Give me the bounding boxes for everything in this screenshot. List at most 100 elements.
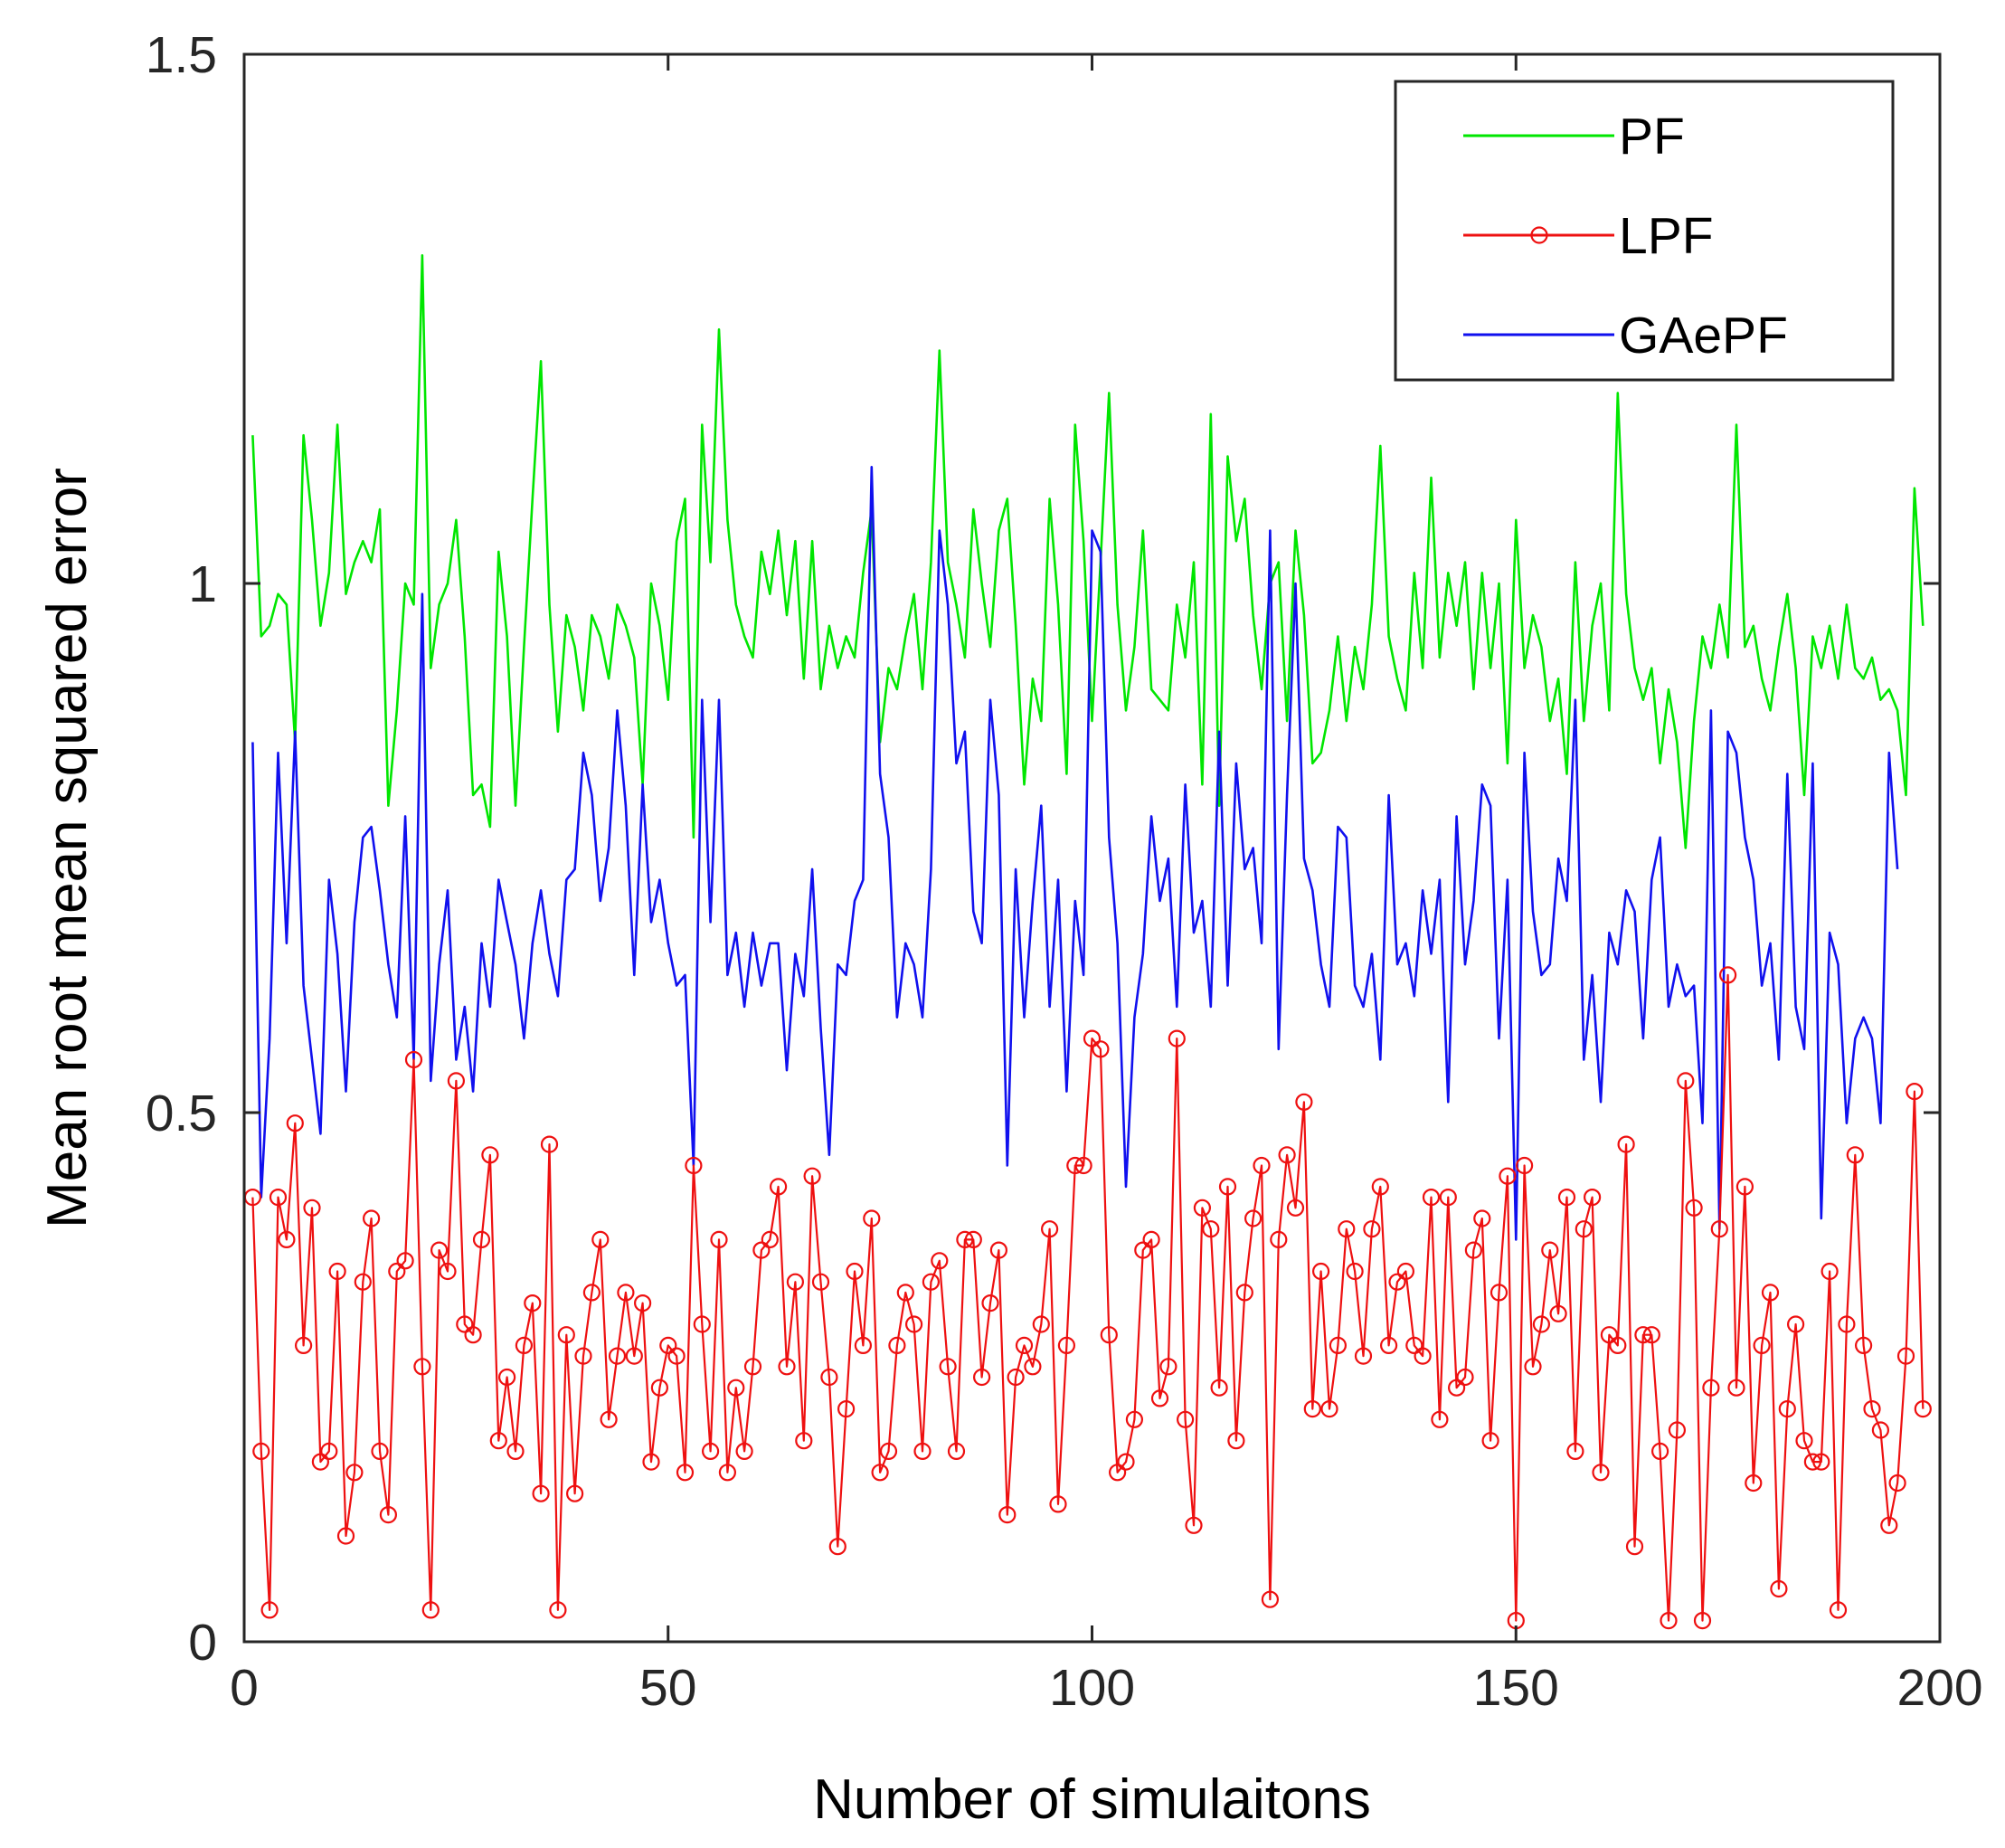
data-point-lpf <box>956 1230 974 1249</box>
data-point-lpf <box>269 1188 288 1207</box>
data-point-lpf <box>600 1410 618 1428</box>
data-point-lpf <box>1693 1611 1712 1630</box>
data-point-lpf <box>557 1326 575 1344</box>
data-point-lpf <box>1134 1241 1152 1259</box>
data-point-lpf <box>1117 1453 1135 1471</box>
data-point-lpf <box>811 1273 830 1291</box>
data-point-lpf <box>1770 1579 1788 1598</box>
data-point-lpf <box>1405 1336 1423 1355</box>
data-point-lpf <box>1532 1315 1551 1333</box>
data-point-lpf <box>1422 1188 1441 1207</box>
data-point-lpf <box>396 1252 414 1270</box>
data-point-lpf <box>1753 1336 1771 1355</box>
y-axis-label: Mean root mean squared error <box>36 468 99 1228</box>
data-point-lpf <box>1320 1399 1338 1418</box>
data-point-lpf <box>667 1347 686 1365</box>
data-point-lpf <box>1049 1495 1067 1513</box>
data-point-lpf <box>1524 1358 1542 1376</box>
data-point-lpf <box>1295 1093 1313 1111</box>
data-point-lpf <box>617 1284 635 1302</box>
data-point-lpf <box>1557 1188 1576 1207</box>
data-point-lpf <box>1066 1156 1084 1175</box>
data-point-lpf <box>1227 1432 1245 1450</box>
data-point-lpf <box>1142 1230 1160 1249</box>
data-point-lpf <box>524 1294 542 1313</box>
data-point-lpf <box>1846 1146 1864 1164</box>
data-point-lpf <box>413 1358 431 1376</box>
data-point-lpf <box>1710 1220 1728 1238</box>
data-point-lpf <box>1396 1262 1415 1281</box>
data-point-lpf <box>743 1358 762 1376</box>
x-tick-label: 0 <box>230 1659 259 1717</box>
legend-item-pf: PF <box>1463 108 1685 166</box>
data-point-lpf <box>439 1262 457 1281</box>
data-point-lpf <box>260 1601 279 1619</box>
data-point-lpf <box>1278 1146 1296 1164</box>
data-point-lpf <box>1244 1209 1263 1227</box>
data-point-lpf <box>752 1241 771 1259</box>
x-tick-label: 200 <box>1896 1659 1982 1717</box>
data-point-lpf <box>693 1315 711 1333</box>
data-point-lpf <box>761 1230 779 1249</box>
data-point-lpf <box>1303 1399 1321 1418</box>
data-point-lpf <box>1863 1399 1881 1418</box>
data-point-lpf <box>1338 1220 1356 1238</box>
data-point-lpf <box>1896 1347 1915 1365</box>
data-point-lpf <box>1074 1156 1092 1175</box>
data-point-lpf <box>939 1358 957 1376</box>
data-point-lpf <box>591 1230 610 1249</box>
data-point-lpf <box>1159 1358 1177 1376</box>
data-point-lpf <box>1592 1464 1610 1482</box>
data-point-lpf <box>1363 1220 1381 1238</box>
data-point-lpf <box>303 1199 321 1217</box>
data-point-lpf <box>549 1601 567 1619</box>
data-point-lpf <box>1100 1326 1118 1344</box>
data-point-lpf <box>904 1315 923 1333</box>
legend-label-gaepf: GAePF <box>1619 307 1788 365</box>
y-tick-label: 0.5 <box>146 1085 217 1142</box>
series-line-pf <box>251 253 1925 849</box>
data-point-lpf <box>828 1538 846 1556</box>
data-point-lpf <box>481 1146 499 1164</box>
data-point-lpf <box>379 1505 397 1524</box>
data-point-lpf <box>1660 1611 1678 1630</box>
data-point-lpf <box>515 1336 534 1355</box>
data-point-lpf <box>345 1464 364 1482</box>
data-point-lpf <box>846 1262 864 1281</box>
data-point-lpf <box>820 1368 838 1387</box>
y-tick-label: 1.5 <box>146 26 217 84</box>
data-point-lpf <box>1642 1326 1660 1344</box>
data-point-lpf <box>972 1368 991 1387</box>
data-point-lpf <box>727 1379 745 1397</box>
data-point-lpf <box>888 1336 906 1355</box>
data-point-lpf <box>1795 1432 1813 1450</box>
data-point-lpf <box>803 1167 821 1185</box>
data-point-lpf <box>1286 1199 1305 1217</box>
data-point-lpf <box>1727 1379 1745 1397</box>
data-point-lpf <box>863 1209 881 1227</box>
series-pf <box>251 253 1925 849</box>
data-point-lpf <box>1176 1410 1195 1428</box>
data-point-lpf <box>710 1230 728 1249</box>
data-point-lpf <box>1778 1399 1796 1418</box>
data-point-lpf <box>633 1294 652 1313</box>
data-point-lpf <box>1914 1399 1932 1418</box>
data-point-lpf <box>1617 1135 1635 1153</box>
data-point-lpf <box>1032 1315 1050 1333</box>
data-point-lpf <box>896 1284 914 1302</box>
legend-label-pf: PF <box>1619 108 1685 166</box>
x-axis-label: Number of simulaitons <box>813 1768 1371 1831</box>
data-point-lpf <box>1609 1336 1627 1355</box>
data-point-lpf <box>1473 1209 1491 1227</box>
data-point-lpf <box>1786 1315 1805 1333</box>
legend-item-gaepf: GAePF <box>1463 307 1788 365</box>
data-point-lpf <box>1346 1262 1364 1281</box>
data-point-lpf <box>1125 1410 1144 1428</box>
data-point-lpf <box>1541 1241 1559 1259</box>
data-point-lpf <box>532 1484 550 1502</box>
data-point-lpf <box>625 1347 643 1365</box>
legend-item-lpf: LPF <box>1463 207 1714 265</box>
data-point-lpf <box>311 1453 329 1471</box>
data-point-lpf <box>1456 1368 1474 1387</box>
data-point-lpf <box>1515 1156 1534 1175</box>
